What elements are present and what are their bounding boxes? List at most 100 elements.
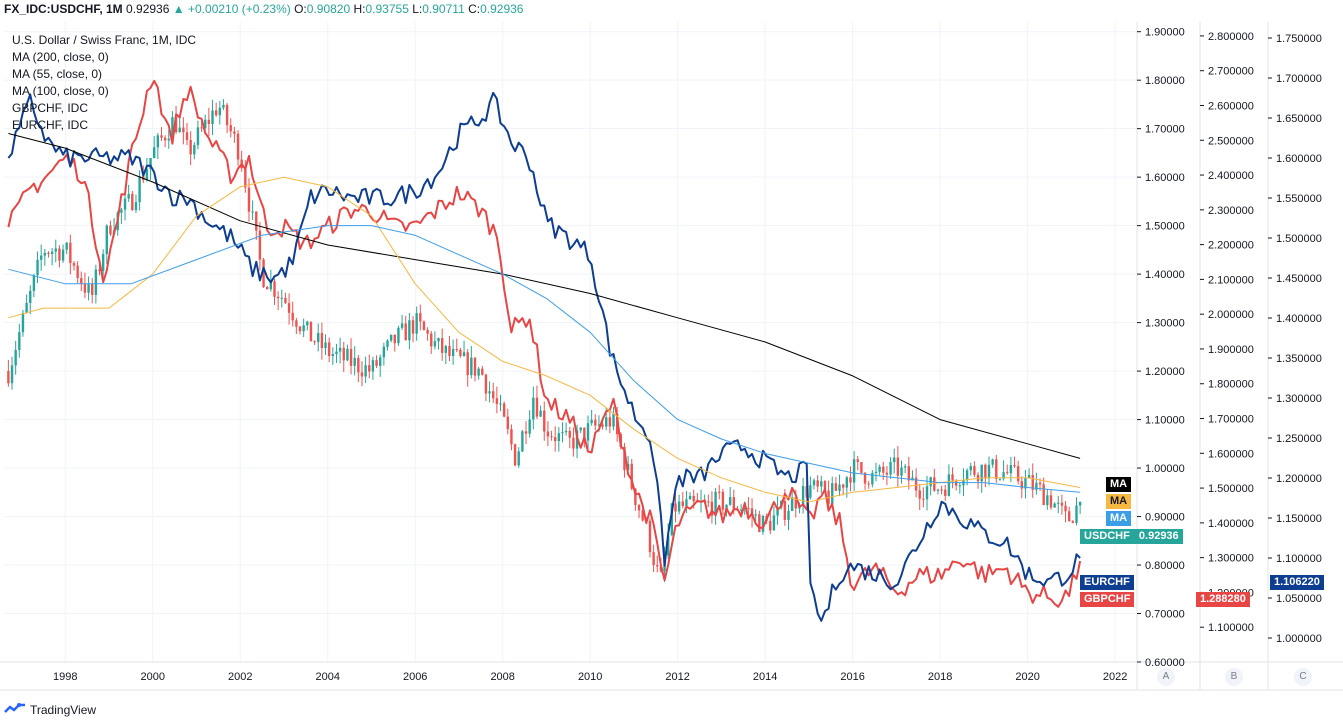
candle-72 [269, 281, 273, 290]
candle-176 [648, 520, 652, 553]
candle-75 [280, 297, 283, 299]
scale-button-b[interactable]: B [1225, 668, 1243, 686]
candle-69 [258, 230, 262, 260]
legend-eurchf[interactable]: EURCHF, IDC [12, 118, 89, 132]
candle-127 [470, 357, 473, 376]
candle-270 [991, 459, 994, 465]
candle-89 [331, 354, 335, 357]
candle-135 [499, 403, 502, 405]
candle-81 [302, 325, 305, 332]
candle-131 [484, 374, 488, 394]
candle-101 [375, 360, 378, 366]
axis-c-label-2: 1.650000 [1276, 113, 1322, 125]
candle-229 [841, 484, 845, 488]
candle-273 [1002, 472, 1005, 479]
series-ma-100-close-0 [8, 225, 1081, 493]
candle-123 [455, 349, 458, 351]
axis-b-label-17: 1.100000 [1208, 622, 1254, 634]
footer: TradingView [4, 700, 96, 720]
candle-120 [444, 345, 448, 353]
usdchf-badge: USDCHF 0.92936 [1080, 529, 1183, 544]
candle-46 [174, 117, 178, 133]
x-axis-label-4: 2006 [403, 671, 427, 683]
candle-264 [969, 466, 972, 471]
candle-207 [761, 516, 765, 532]
candle-27 [105, 225, 109, 254]
candle-159 [586, 423, 590, 441]
x-axis-label-5: 2008 [490, 671, 514, 683]
candle-48 [182, 127, 185, 133]
candle-132 [488, 391, 491, 394]
tradingview-logo-icon[interactable] [4, 702, 26, 719]
axis-a-label-7: 1.20000 [1145, 366, 1185, 378]
candle-35 [134, 202, 138, 211]
candle-224 [823, 481, 827, 491]
candle-254 [933, 477, 936, 491]
axis-a-label-8: 1.10000 [1145, 415, 1185, 427]
x-axis-label-8: 2014 [753, 671, 777, 683]
candle-100 [371, 360, 375, 372]
candle-172 [634, 488, 637, 505]
candle-290 [1064, 505, 1067, 512]
scale-button-a[interactable]: A [1157, 668, 1175, 686]
axis-b-label-10: 1.800000 [1208, 379, 1254, 391]
tradingview-brand[interactable]: TradingView [30, 703, 97, 717]
candle-85 [317, 333, 320, 343]
series-gbpchf [7, 79, 1082, 608]
open-value: 0.90820 [306, 2, 351, 16]
candle-274 [1006, 472, 1009, 474]
candle-55 [207, 119, 211, 124]
candle-34 [131, 193, 134, 211]
candle-222 [816, 480, 819, 487]
candle-195 [718, 491, 721, 493]
candle-177 [652, 552, 655, 566]
candle-210 [772, 515, 776, 531]
candle-2 [14, 349, 17, 366]
eurchf-badge-name: EURCHF [1080, 575, 1134, 590]
candle-73 [273, 281, 276, 297]
legend-ma100[interactable]: MA (100, close, 0) [12, 84, 109, 98]
candle-66 [247, 187, 251, 212]
candle-261 [958, 485, 962, 487]
axis-b: 2.800000 2.700000 2.600000 2.500000 2.400000… [1200, 31, 1254, 634]
axis-b-label-9: 1.900000 [1208, 344, 1254, 356]
symbol-name[interactable]: FX_IDC:USDCHF, 1M [4, 2, 123, 16]
legend-gbpchf[interactable]: GBPCHF, IDC [12, 101, 89, 115]
x-axis-label-7: 2012 [665, 671, 689, 683]
candle-211 [776, 507, 779, 516]
legend-ma55[interactable]: MA (55, close, 0) [12, 67, 103, 81]
axis-a-label-10: 0.90000 [1145, 512, 1185, 524]
candle-108 [400, 323, 404, 328]
candle-78 [291, 312, 294, 321]
candle-158 [583, 427, 586, 441]
candle-126 [466, 352, 469, 376]
candle-136 [502, 403, 506, 417]
candle-164 [605, 417, 608, 427]
candle-238 [874, 471, 878, 474]
candle-288 [1057, 502, 1060, 504]
candle-17 [69, 242, 72, 264]
header-change: +0.00210 (+0.23%) [188, 2, 291, 16]
candle-28 [109, 225, 112, 235]
candle-218 [801, 486, 805, 506]
candle-214 [787, 510, 790, 520]
candle-281 [1031, 475, 1034, 490]
scale-button-c[interactable]: C [1294, 668, 1312, 686]
axis-c-label-9: 1.300000 [1276, 393, 1322, 405]
candle-216 [794, 497, 797, 509]
axis-c-label-1: 1.700000 [1276, 73, 1322, 85]
candle-139 [513, 444, 517, 466]
series-eurchf [7, 91, 1081, 622]
candle-236 [867, 483, 870, 485]
candle-221 [812, 480, 816, 486]
candle-102 [379, 357, 382, 366]
candle-232 [852, 459, 856, 483]
legend-ma200[interactable]: MA (200, close, 0) [12, 50, 109, 64]
candle-152 [561, 432, 564, 434]
series-usdchf-candles [7, 99, 1082, 583]
candle-59 [222, 104, 225, 108]
candle-104 [386, 340, 389, 347]
axis-b-label-13: 1.500000 [1208, 483, 1254, 495]
candle-4 [21, 312, 25, 333]
